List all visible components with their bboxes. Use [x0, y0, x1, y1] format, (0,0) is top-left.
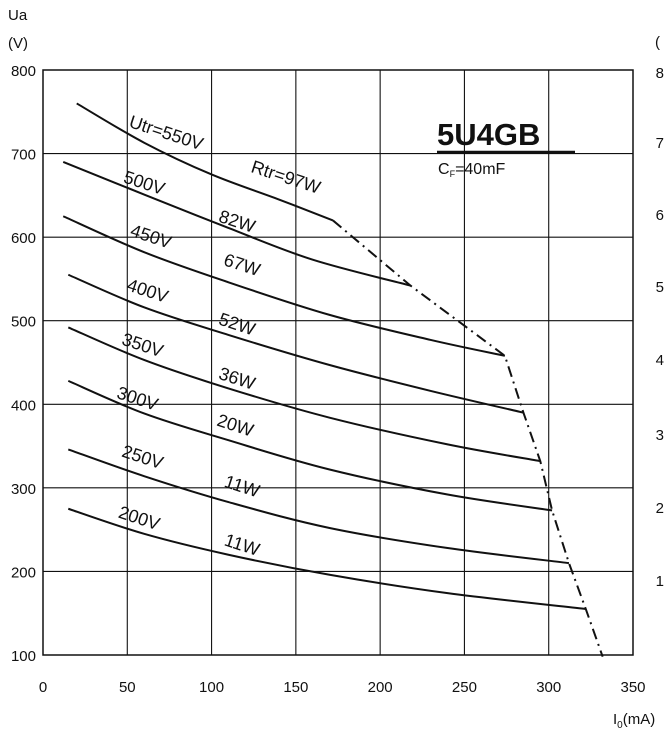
curve-series [62, 102, 586, 611]
series-line-6 [67, 448, 570, 565]
x-tick-label: 200 [368, 679, 393, 696]
x-tick-label: 100 [199, 679, 224, 696]
series-label: Utr=550V [127, 111, 206, 154]
right-axis-tick: 1 [656, 573, 664, 590]
series-label: Rtr=97W [249, 157, 323, 198]
series-label: 36W [216, 363, 257, 393]
series-line-7 [67, 507, 586, 611]
x-tick-label: 50 [119, 679, 136, 696]
subtitle-rest: =40mF [455, 161, 505, 178]
x-tick-label: 0 [39, 679, 47, 696]
series-label: 250V [120, 441, 166, 473]
series-label: 200V [116, 502, 162, 534]
plot-frame [42, 69, 634, 656]
ylabel-line1: Ua [8, 7, 28, 24]
series-label: 11W [222, 471, 262, 501]
xlabel-sub: 0 [617, 720, 623, 731]
x-tick-label: 350 [620, 679, 645, 696]
xlabel-rest: (mA) [623, 711, 656, 728]
limit-line [332, 219, 604, 658]
right-axis-tick: 3 [656, 427, 664, 444]
ylabel-line2: (V) [8, 35, 28, 52]
curve-labels: Utr=550VRtr=97W500V82W450V67W400V52W350V… [114, 111, 323, 559]
y-tick-label: 500 [11, 314, 36, 331]
chart-title: 5U4GB [437, 117, 540, 152]
series-line-3 [67, 273, 524, 414]
series-label: 52W [216, 309, 257, 339]
chart-subtitle: CF=40mF [438, 161, 506, 179]
y-tick-label: 300 [11, 481, 36, 498]
right-axis-tick: 5 [656, 279, 664, 296]
tick-labels: 0 50 100 150 200 250 300 350 100 200 300 400 500 600 7… [11, 63, 646, 696]
x-tick-label: 150 [283, 679, 308, 696]
x-tick-label: 300 [536, 679, 561, 696]
series-label: 67W [221, 250, 262, 280]
series-line-2 [62, 215, 506, 357]
right-axis-tick: 6 [656, 207, 664, 224]
series-label: 20W [215, 410, 256, 440]
series-label: 350V [120, 329, 166, 361]
xlabel: I0(mA) [613, 711, 655, 731]
right-axis-tick: ( [655, 34, 660, 51]
right-axis-partial: (8 7 6 5 4 3 2 1 [655, 34, 664, 590]
y-tick-label: 800 [11, 63, 36, 80]
grid-lines [43, 70, 633, 655]
y-tick-label: 700 [11, 147, 36, 164]
y-tick-label: 600 [11, 230, 36, 247]
series-line-1 [62, 161, 411, 287]
right-axis-tick: 4 [656, 352, 664, 369]
y-tick-label: 200 [11, 564, 36, 581]
y-tick-label: 400 [11, 397, 36, 414]
series-line-5 [67, 379, 553, 512]
xlabel-main: I [613, 711, 617, 728]
right-axis-tick: 8 [656, 65, 664, 82]
y-tick-label: 100 [11, 648, 36, 665]
x-tick-label: 250 [452, 679, 477, 696]
series-label: 300V [114, 383, 160, 415]
right-axis-tick: 7 [656, 135, 664, 152]
subtitle-sub: F [450, 169, 456, 179]
subtitle-main: C [438, 161, 450, 178]
right-axis-tick: 2 [656, 500, 664, 517]
series-line-4 [67, 326, 541, 463]
series-line-0 [76, 102, 334, 222]
